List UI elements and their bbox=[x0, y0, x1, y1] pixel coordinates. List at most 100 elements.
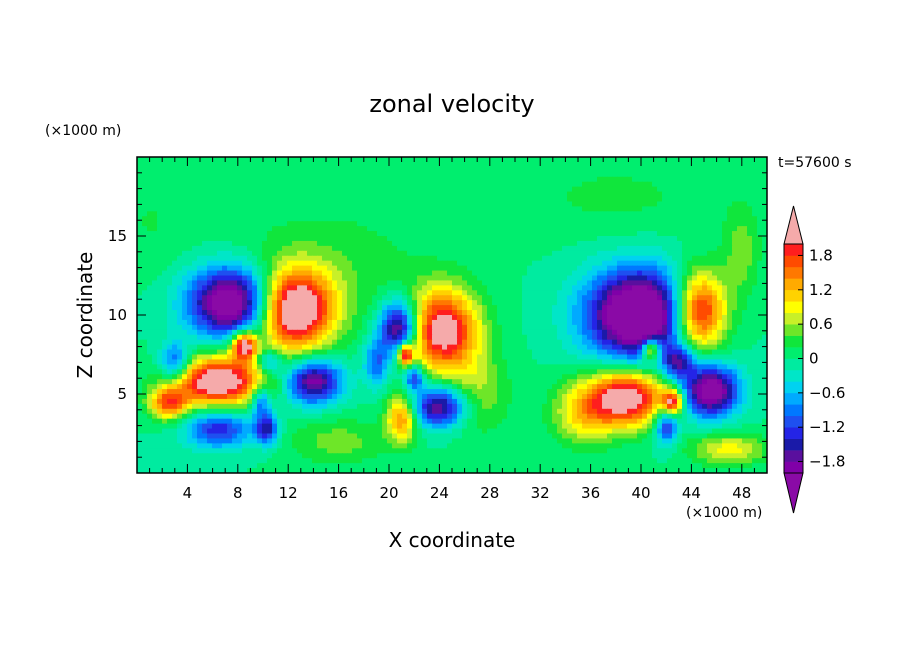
field-cell bbox=[212, 211, 218, 217]
field-cell bbox=[362, 157, 368, 163]
field-cell bbox=[257, 166, 263, 173]
field-cell bbox=[552, 280, 558, 286]
field-cell bbox=[347, 171, 353, 178]
field-cell bbox=[542, 265, 548, 272]
field-cell bbox=[137, 310, 143, 316]
field-cell bbox=[172, 206, 178, 212]
field-cell bbox=[367, 334, 373, 341]
field-cell bbox=[407, 285, 413, 291]
field-cell bbox=[142, 349, 148, 356]
field-cell bbox=[442, 295, 448, 301]
field-cell bbox=[432, 250, 438, 257]
field-cell bbox=[332, 240, 338, 247]
field-cell bbox=[167, 339, 173, 346]
field-cell bbox=[192, 315, 198, 321]
field-cell bbox=[747, 290, 753, 296]
field-cell bbox=[542, 344, 548, 351]
field-cell bbox=[567, 305, 573, 311]
field-cell bbox=[662, 161, 668, 168]
field-cell bbox=[397, 157, 403, 163]
field-cell bbox=[377, 206, 383, 212]
field-cell bbox=[487, 226, 493, 232]
field-cell bbox=[652, 319, 658, 326]
field-cell bbox=[507, 211, 513, 217]
field-cell bbox=[477, 231, 483, 237]
field-cell bbox=[237, 226, 243, 232]
field-cell bbox=[292, 344, 298, 351]
field-cell bbox=[327, 226, 333, 232]
field-cell bbox=[217, 310, 223, 316]
field-cell bbox=[332, 161, 338, 168]
field-cell bbox=[277, 315, 283, 321]
field-cell bbox=[152, 176, 158, 183]
field-cell bbox=[692, 211, 698, 217]
field-cell bbox=[432, 161, 438, 168]
field-cell bbox=[667, 305, 673, 311]
field-cell bbox=[347, 319, 353, 326]
field-cell bbox=[277, 240, 283, 247]
field-cell bbox=[287, 186, 293, 193]
field-cell bbox=[702, 344, 708, 351]
field-cell bbox=[377, 226, 383, 232]
field-cell bbox=[697, 329, 703, 336]
field-cell bbox=[177, 196, 183, 203]
field-cell bbox=[137, 339, 143, 346]
field-cell bbox=[672, 157, 678, 163]
field-cell bbox=[622, 290, 628, 296]
field-cell bbox=[232, 240, 238, 247]
field-cell bbox=[607, 329, 613, 336]
field-cell bbox=[657, 255, 663, 262]
field-cell bbox=[252, 315, 258, 321]
field-cell bbox=[347, 255, 353, 262]
field-cell bbox=[577, 290, 583, 296]
field-cell bbox=[347, 285, 353, 291]
field-cell bbox=[537, 201, 543, 207]
field-cell bbox=[282, 270, 288, 277]
field-cell bbox=[317, 334, 323, 341]
field-cell bbox=[667, 334, 673, 341]
field-cell bbox=[492, 226, 498, 232]
field-cell bbox=[157, 196, 163, 203]
field-cell bbox=[322, 305, 328, 311]
field-cell bbox=[492, 191, 498, 198]
field-cell bbox=[702, 329, 708, 336]
field-cell bbox=[547, 339, 553, 346]
field-cell bbox=[437, 250, 443, 257]
field-cell bbox=[142, 216, 148, 222]
field-cell bbox=[442, 176, 448, 183]
field-cell bbox=[322, 280, 328, 286]
field-cell bbox=[357, 260, 363, 267]
field-cell bbox=[252, 176, 258, 183]
field-cell bbox=[472, 231, 478, 237]
field-cell bbox=[697, 270, 703, 277]
field-cell bbox=[322, 329, 328, 336]
field-cell bbox=[452, 255, 458, 262]
field-cell bbox=[582, 339, 588, 346]
field-cell bbox=[662, 305, 668, 311]
field-cell bbox=[552, 186, 558, 193]
field-cell bbox=[387, 250, 393, 257]
field-cell bbox=[317, 280, 323, 286]
field-cell bbox=[687, 181, 693, 188]
field-cell bbox=[437, 211, 443, 217]
field-cell bbox=[627, 226, 633, 232]
field-cell bbox=[562, 206, 568, 212]
field-cell bbox=[412, 221, 418, 227]
field-cell bbox=[312, 176, 318, 183]
field-cell bbox=[327, 216, 333, 222]
field-cell bbox=[252, 329, 258, 336]
field-cell bbox=[597, 216, 603, 222]
field-cell bbox=[207, 216, 213, 222]
field-cell bbox=[187, 161, 193, 168]
field-cell bbox=[712, 176, 718, 183]
field-cell bbox=[557, 305, 563, 311]
field-cell bbox=[417, 305, 423, 311]
field-cell bbox=[662, 211, 668, 217]
field-cell bbox=[242, 191, 248, 198]
field-cell bbox=[747, 226, 753, 232]
field-cell bbox=[747, 206, 753, 212]
field-cell bbox=[537, 305, 543, 311]
field-cell bbox=[272, 201, 278, 207]
field-cell bbox=[212, 216, 218, 222]
field-cell bbox=[167, 295, 173, 301]
